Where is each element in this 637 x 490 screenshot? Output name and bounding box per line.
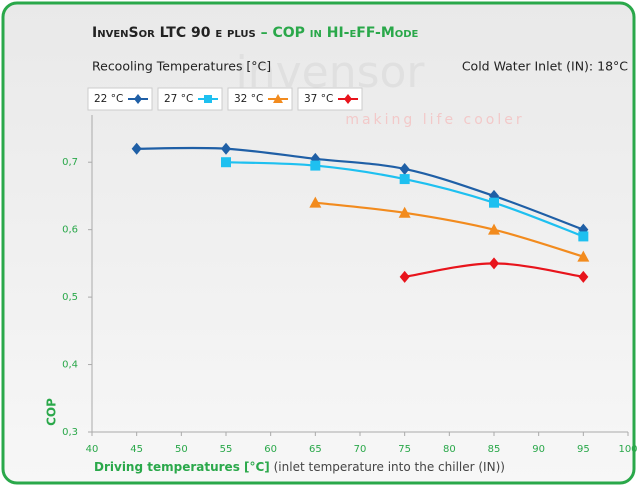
x-tick-label: 50	[175, 444, 188, 455]
marker	[221, 142, 231, 155]
legend-label: 27 °C	[164, 93, 193, 105]
x-tick-label: 85	[488, 444, 501, 455]
marker	[399, 174, 410, 185]
marker	[344, 94, 352, 104]
legend-item: 32 °C	[227, 87, 293, 111]
legend-box	[227, 87, 293, 111]
y-tick-label: 0,3	[62, 427, 78, 438]
marker	[310, 160, 321, 171]
legend-item: 37 °C	[297, 87, 363, 111]
marker	[221, 157, 231, 168]
x-tick-label: 45	[130, 444, 143, 455]
title-highlight: – COP in HI-eFF-Mode	[261, 25, 419, 41]
marker	[578, 270, 589, 283]
marker	[273, 94, 283, 103]
x-tick-label: 75	[398, 444, 411, 455]
marker	[489, 257, 499, 270]
marker	[489, 197, 499, 208]
legend-box	[297, 87, 363, 111]
legend-label: 22 °C	[94, 93, 123, 105]
y-tick-label: 0,5	[62, 292, 78, 303]
marker	[398, 206, 411, 218]
x-tick-label: 65	[309, 444, 322, 455]
title-main: InvenSor LTC 90 e plus	[92, 25, 256, 41]
x-tick-label: 100	[618, 444, 637, 455]
marker	[577, 250, 590, 262]
series-line	[136, 146, 584, 231]
y-tick-label: 0,4	[62, 360, 78, 371]
x-axis-title: Driving temperatures [°C]	[94, 460, 270, 474]
marker	[204, 95, 212, 103]
x-tick-label: 90	[532, 444, 545, 455]
marker	[578, 231, 589, 242]
legend-label: 37 °C	[304, 93, 333, 105]
marker	[131, 142, 142, 155]
marker	[134, 94, 142, 104]
series-line	[315, 201, 584, 258]
chart-title: InvenSor LTC 90 e plus – COP in HI-eFF-M…	[92, 25, 419, 41]
marker	[399, 270, 410, 283]
legend-box	[157, 87, 223, 111]
x-tick-label: 95	[577, 444, 590, 455]
annotation: Cold Water Inlet (IN): 18°C	[462, 59, 628, 74]
marker	[399, 162, 410, 175]
legend-item: 22 °C	[87, 87, 153, 111]
subtitle: Recooling Temperatures [°C]	[92, 59, 271, 74]
x-axis-note: (inlet temperature into the chiller (IN)…	[274, 460, 505, 474]
x-tick-label: 55	[220, 444, 233, 455]
x-tick-label: 70	[354, 444, 367, 455]
x-axis-label: Driving temperatures [°C] (inlet tempera…	[94, 460, 505, 474]
marker	[309, 196, 322, 208]
y-tick-label: 0,6	[62, 225, 78, 236]
y-tick-label: 0,7	[62, 157, 78, 168]
y-axis-label: COP	[45, 398, 59, 426]
legend-item: 27 °C	[157, 87, 223, 111]
x-tick-label: 40	[86, 444, 99, 455]
x-tick-label: 60	[264, 444, 277, 455]
marker	[488, 223, 500, 235]
watermark-tagline: making life cooler	[345, 112, 524, 128]
legend-label: 32 °C	[234, 93, 263, 105]
x-tick-label: 80	[443, 444, 456, 455]
legend-box	[87, 87, 153, 111]
